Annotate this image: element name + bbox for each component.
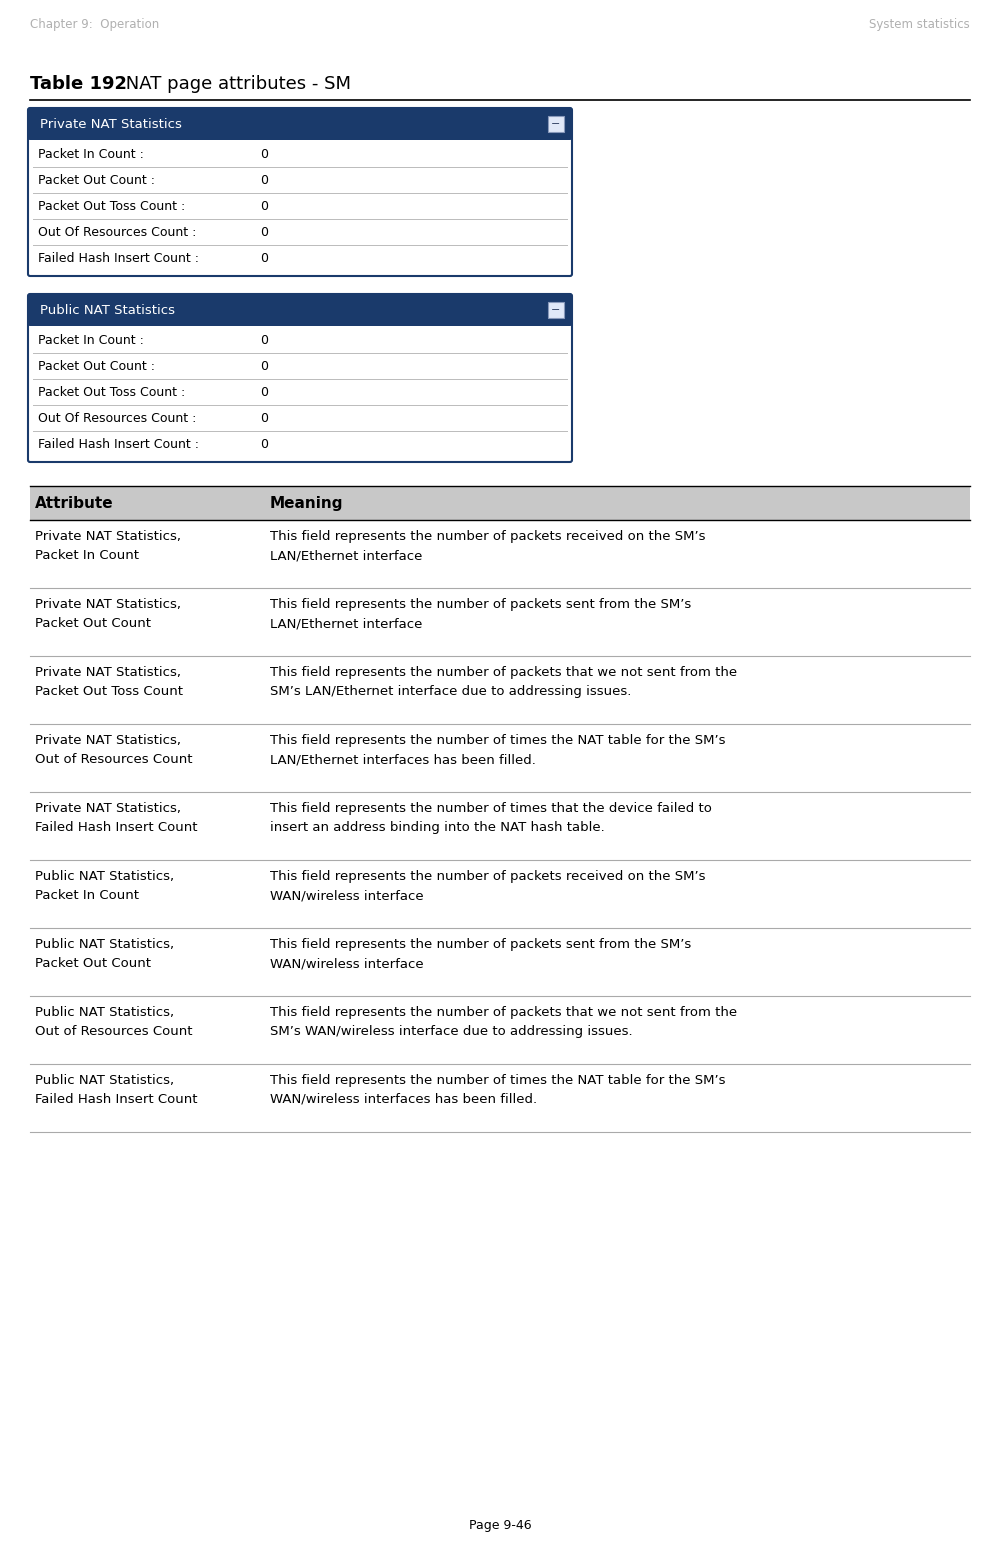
Bar [548, 117, 564, 132]
Text: Chapter 9:  Operation: Chapter 9: Operation [30, 19, 159, 31]
Text: 0: 0 [260, 333, 268, 347]
Text: This field represents the number of packets sent from the SM’s
WAN/wireless inte: This field represents the number of pack… [270, 938, 691, 969]
Text: This field represents the number of packets received on the SM’s
LAN/Ethernet in: This field represents the number of pack… [270, 531, 706, 562]
Text: Meaning: Meaning [270, 495, 344, 510]
Text: 0: 0 [260, 437, 268, 451]
Text: Packet Out Count :: Packet Out Count : [38, 359, 155, 372]
Text: Packet Out Toss Count :: Packet Out Toss Count : [38, 386, 185, 398]
Text: 0: 0 [260, 174, 268, 187]
Bar [30, 485, 970, 520]
Text: 0: 0 [260, 148, 268, 160]
Text: Private NAT Statistics,
Out of Resources Count: Private NAT Statistics, Out of Resources… [35, 734, 192, 766]
Text: Public NAT Statistics,
Failed Hash Insert Count: Public NAT Statistics, Failed Hash Inser… [35, 1074, 198, 1106]
Text: This field represents the number of packets that we not sent from the
SM’s LAN/E: This field represents the number of pack… [270, 666, 737, 699]
Text: Packet In Count :: Packet In Count : [38, 148, 144, 160]
FancyBboxPatch shape [28, 294, 572, 462]
Text: This field represents the number of packets received on the SM’s
WAN/wireless in: This field represents the number of pack… [270, 870, 706, 902]
Text: Packet In Count :: Packet In Count : [38, 333, 144, 347]
Text: Private NAT Statistics,
Packet Out Count: Private NAT Statistics, Packet Out Count [35, 598, 181, 630]
Text: Failed Hash Insert Count :: Failed Hash Insert Count : [38, 437, 199, 451]
Text: 0: 0 [260, 411, 268, 425]
Text: Public NAT Statistics: Public NAT Statistics [40, 303, 175, 316]
Text: Out Of Resources Count :: Out Of Resources Count : [38, 411, 196, 425]
Text: Failed Hash Insert Count :: Failed Hash Insert Count : [38, 252, 199, 265]
Text: Attribute: Attribute [35, 495, 114, 510]
Text: NAT page attributes - SM: NAT page attributes - SM [120, 75, 351, 93]
Text: Table 192: Table 192 [30, 75, 127, 93]
FancyBboxPatch shape [28, 107, 572, 275]
Text: 0: 0 [260, 386, 268, 398]
Text: System statistics: System statistics [869, 19, 970, 31]
Text: 0: 0 [260, 252, 268, 265]
Text: This field represents the number of times the NAT table for the SM’s
WAN/wireles: This field represents the number of time… [270, 1074, 726, 1106]
Text: Packet Out Count :: Packet Out Count : [38, 174, 155, 187]
Text: Private NAT Statistics: Private NAT Statistics [40, 118, 182, 131]
Bar [30, 310, 570, 324]
FancyBboxPatch shape [28, 107, 572, 140]
Text: Public NAT Statistics,
Packet Out Count: Public NAT Statistics, Packet Out Count [35, 938, 174, 969]
Text: −: − [551, 305, 561, 314]
Text: This field represents the number of times the NAT table for the SM’s
LAN/Etherne: This field represents the number of time… [270, 734, 726, 766]
Bar [548, 302, 564, 317]
FancyBboxPatch shape [28, 294, 572, 327]
Text: Public NAT Statistics,
Packet In Count: Public NAT Statistics, Packet In Count [35, 870, 174, 902]
Text: Private NAT Statistics,
Packet Out Toss Count: Private NAT Statistics, Packet Out Toss … [35, 666, 183, 699]
Text: This field represents the number of packets sent from the SM’s
LAN/Ethernet inte: This field represents the number of pack… [270, 598, 691, 630]
Text: 0: 0 [260, 226, 268, 238]
Text: This field represents the number of packets that we not sent from the
SM’s WAN/w: This field represents the number of pack… [270, 1007, 737, 1038]
Text: Public NAT Statistics,
Out of Resources Count: Public NAT Statistics, Out of Resources … [35, 1007, 192, 1038]
Text: Packet Out Toss Count :: Packet Out Toss Count : [38, 199, 185, 213]
Text: This field represents the number of times that the device failed to
insert an ad: This field represents the number of time… [270, 801, 712, 834]
Text: Page 9-46: Page 9-46 [469, 1519, 531, 1531]
Text: −: − [551, 118, 561, 129]
Bar [30, 124, 570, 138]
Text: Private NAT Statistics,
Packet In Count: Private NAT Statistics, Packet In Count [35, 531, 181, 562]
Text: 0: 0 [260, 199, 268, 213]
Text: Private NAT Statistics,
Failed Hash Insert Count: Private NAT Statistics, Failed Hash Inse… [35, 801, 198, 834]
Text: Out Of Resources Count :: Out Of Resources Count : [38, 226, 196, 238]
Text: 0: 0 [260, 359, 268, 372]
